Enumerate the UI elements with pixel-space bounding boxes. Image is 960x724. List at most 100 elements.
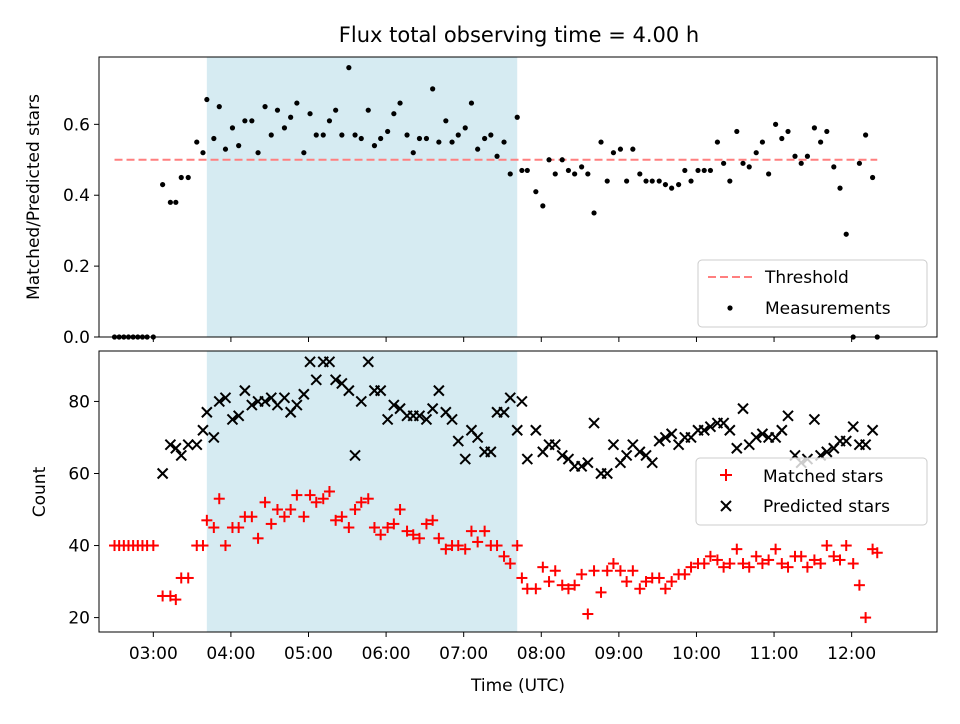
matched-star-point [801, 561, 813, 573]
measurement-point [753, 150, 759, 156]
measurement-point [307, 111, 313, 117]
top-legend: Threshold Measurements [697, 259, 928, 328]
measurement-point [397, 100, 403, 106]
bottom-ytick-label: 60 [68, 464, 90, 484]
matched-star-point [310, 496, 322, 508]
matched-star-point [291, 489, 303, 501]
predicted-star-point [278, 392, 291, 404]
matched-star-point [330, 514, 342, 526]
predicted-star-point [219, 392, 232, 404]
matched-star-point [821, 540, 833, 552]
matched-star-point [317, 493, 329, 505]
predicted-star-point [413, 410, 426, 422]
predicted-star-point [588, 417, 600, 429]
measurement-point [779, 135, 785, 142]
predicted-star-point [226, 413, 239, 426]
matched-star-point [298, 511, 310, 523]
measurement-point [204, 96, 210, 103]
chart-title: Flux total observing time = 4.00 h [339, 23, 699, 47]
measurement-point [818, 139, 824, 145]
measurement-point [339, 132, 345, 138]
measurement-point [869, 174, 876, 181]
measurement-point [185, 174, 191, 181]
measurement-point [617, 146, 624, 152]
top-observing-window-shade [206, 57, 518, 337]
measurement-point [194, 139, 200, 145]
matched-star-point [343, 522, 355, 534]
legend-threshold-label: Threshold [764, 268, 849, 288]
measurement-point [649, 178, 655, 184]
matched-star-point [782, 561, 794, 573]
matched-star-point [498, 550, 510, 562]
measurement-point [572, 171, 578, 177]
measurement-point [785, 128, 791, 135]
measurement-point [843, 231, 849, 237]
matched-star-point [737, 558, 749, 570]
matched-star-point [265, 518, 277, 530]
bottom-xtick-label: 09:00 [594, 644, 643, 664]
measurement-point [610, 150, 617, 156]
measurement-point [443, 118, 449, 124]
predicted-star-point [556, 449, 568, 462]
top-legend-frame [697, 259, 928, 328]
measurement-point [688, 178, 694, 184]
matched-star-point [556, 579, 568, 591]
predicted-star-point [323, 356, 336, 368]
measurement-point [727, 178, 733, 184]
bottom-y-axis-label: Count [30, 466, 50, 517]
predicted-star-point [459, 453, 471, 465]
measurement-point [533, 189, 539, 195]
matched-star-point [724, 558, 736, 570]
measurement-point [482, 135, 488, 142]
measurement-point [378, 135, 384, 142]
measurement-point [669, 185, 675, 191]
measurement-point [281, 125, 288, 131]
predicted-star-point [310, 374, 322, 386]
matched-star-point [452, 540, 464, 552]
measurement-point [167, 199, 173, 205]
matched-star-point [213, 493, 225, 505]
legend-predicted-label: Predicted stars [763, 497, 890, 517]
matched-star-point [871, 547, 883, 559]
predicted-star-point [516, 395, 528, 408]
legend-measurements-label: Measurements [765, 299, 891, 319]
measurement-point [371, 143, 378, 149]
measurement-point [501, 139, 507, 145]
matched-star-point [743, 561, 755, 573]
measurement-point [449, 139, 455, 145]
measurement-point [701, 167, 707, 174]
top-ytick-label: 0.4 [63, 186, 90, 206]
measurement-point [540, 203, 546, 209]
matched-star-point [182, 572, 194, 584]
measurement-point [746, 164, 752, 170]
measurement-point [160, 181, 166, 188]
predicted-star-point [452, 435, 464, 447]
predicted-star-point [620, 449, 633, 462]
predicted-star-point [530, 424, 542, 436]
predicted-star-point [362, 356, 374, 368]
matched-star-point [413, 532, 425, 544]
bottom-ytick-label: 40 [68, 537, 90, 557]
predicted-star-point [164, 438, 177, 451]
matched-star-point [479, 525, 491, 537]
matched-star-point [595, 586, 607, 598]
top-ytick-label: 0.0 [63, 328, 90, 348]
predicted-star-point [840, 435, 852, 447]
predicted-star-point [808, 413, 821, 426]
measurement-point [662, 181, 669, 188]
bottom-xtick-label: 04:00 [206, 644, 255, 664]
bottom-xtick-label: 03:00 [129, 644, 178, 664]
matched-star-point [588, 565, 600, 577]
predicted-star-point [582, 456, 594, 469]
bottom-xtick-label: 05:00 [284, 644, 333, 664]
predicted-star-point [175, 449, 187, 462]
predicted-star-point [298, 388, 310, 400]
matched-star-point [472, 536, 484, 548]
matched-star-point [278, 511, 290, 523]
predicted-star-point [847, 420, 859, 433]
measurement-point [863, 132, 869, 138]
matched-star-point [252, 532, 264, 544]
predicted-star-point [756, 428, 769, 440]
matched-star-point [549, 565, 561, 577]
matched-star-point [653, 572, 665, 584]
